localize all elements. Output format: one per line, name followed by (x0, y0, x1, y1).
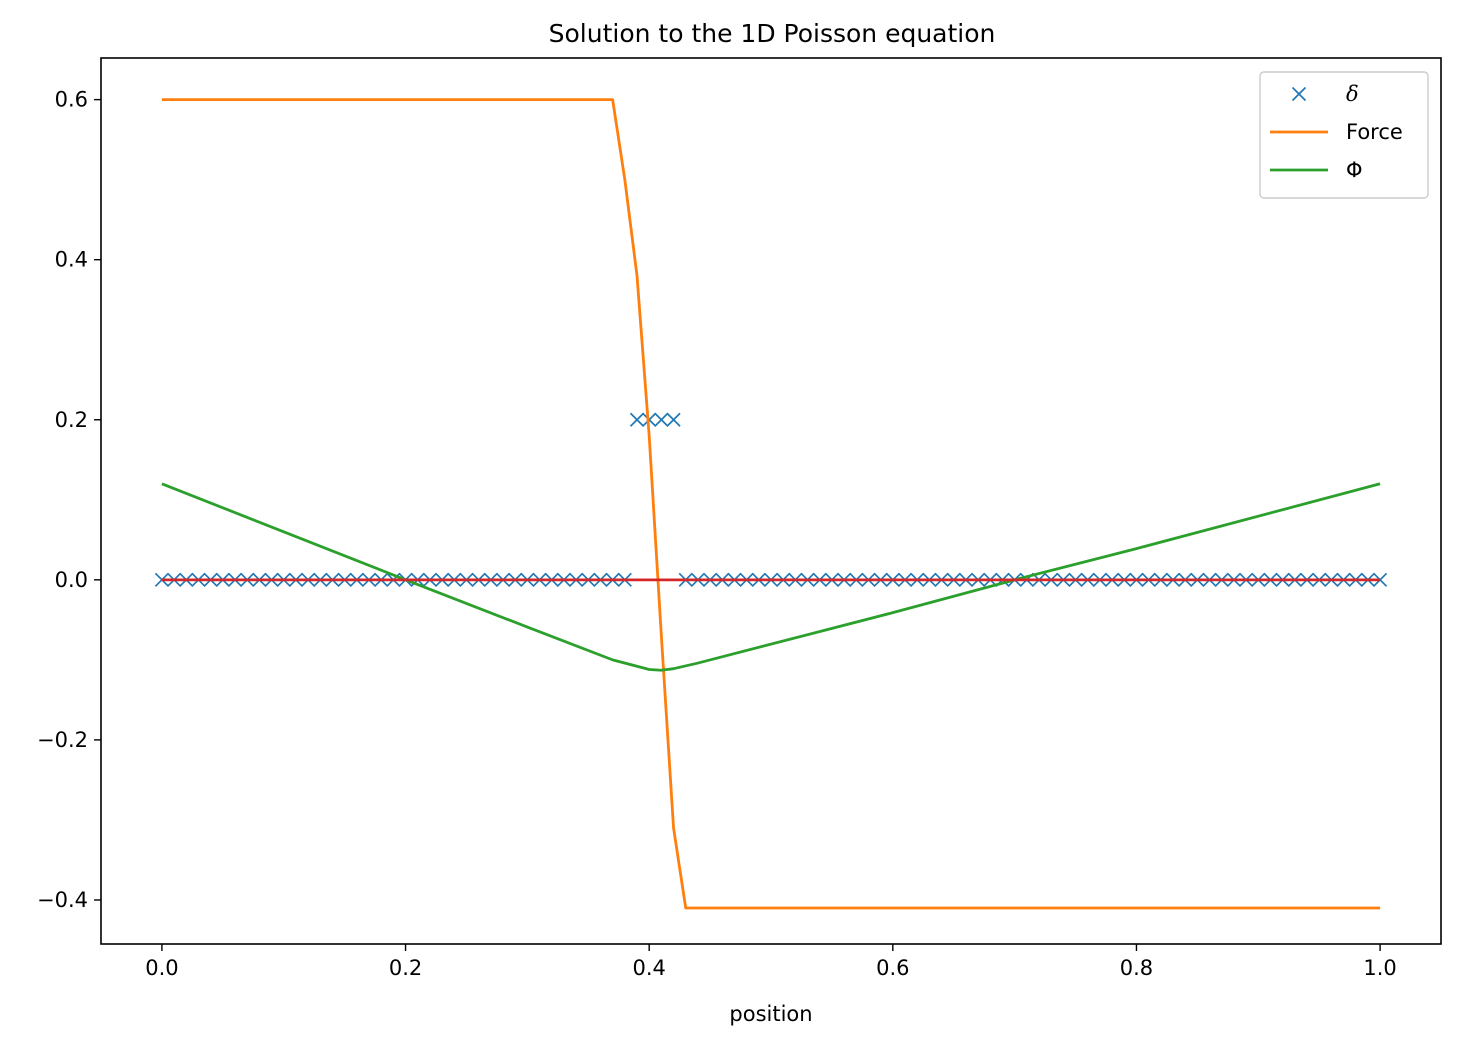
x-tick-label: 0.8 (1120, 956, 1153, 980)
y-tick-label: 0.0 (55, 568, 88, 592)
legend-label: Φ (1346, 158, 1363, 182)
x-tick-label: 0.4 (632, 956, 665, 980)
legend-label: Force (1346, 120, 1403, 144)
legend: δ Force Φ (1259, 71, 1429, 199)
y-tick-label: −0.2 (37, 728, 88, 752)
delta-point (666, 412, 681, 427)
x-tick-label: 1.0 (1363, 956, 1396, 980)
axes-frame (100, 57, 1442, 945)
legend-box (1259, 71, 1429, 199)
x-axis: 0.0 0.2 0.4 0.6 0.8 1.0 (145, 944, 1397, 980)
y-tick-label: 0.4 (55, 248, 88, 272)
series-phi-line (161, 482, 1381, 672)
series-delta-markers (154, 412, 1388, 587)
x-tick-label: 0.0 (145, 956, 178, 980)
x-axis-label: position (729, 1002, 812, 1026)
y-tick-label: −0.4 (37, 888, 88, 912)
series-force-line (161, 98, 1381, 910)
delta-point (154, 572, 170, 587)
y-tick-label: 0.2 (55, 408, 88, 432)
plot-area (154, 98, 1388, 910)
y-axis: −0.4 −0.2 0.0 0.2 0.4 0.6 (37, 88, 101, 912)
legend-swatch-delta (1291, 86, 1307, 102)
y-tick-label: 0.6 (55, 88, 88, 112)
x-tick-label: 0.2 (389, 956, 422, 980)
delta-point (629, 412, 645, 427)
legend-label: δ (1346, 82, 1359, 106)
delta-point (654, 412, 669, 427)
chart-title: Solution to the 1D Poisson equation (549, 19, 996, 48)
x-tick-label: 0.6 (876, 956, 909, 980)
